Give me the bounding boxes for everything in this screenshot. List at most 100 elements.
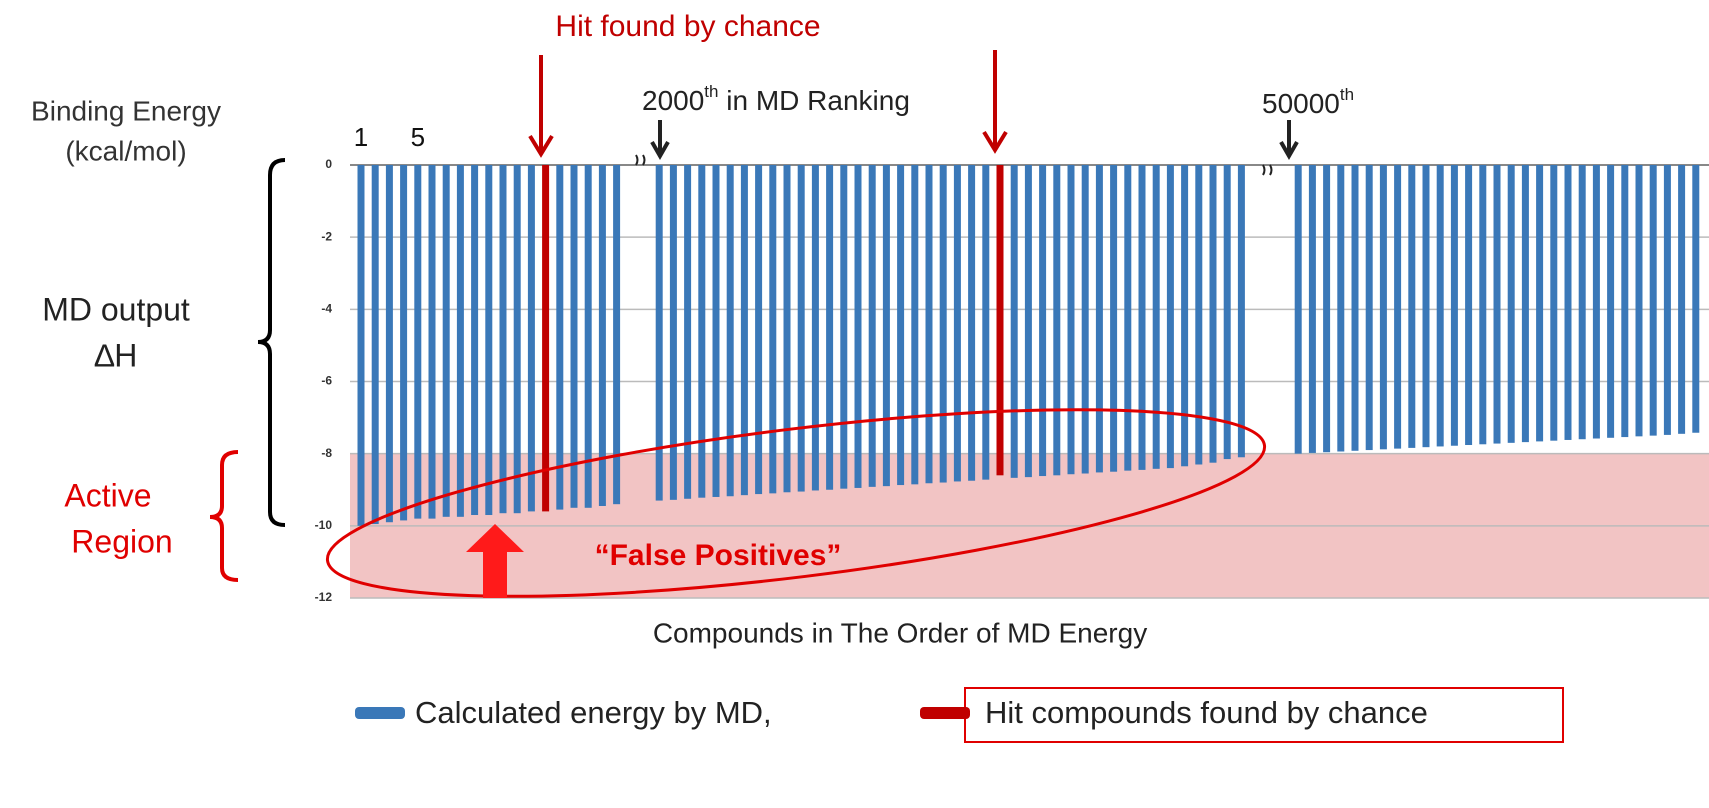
bar <box>669 165 677 500</box>
legend-swatch <box>920 707 970 719</box>
bar <box>385 165 393 523</box>
arrow <box>982 50 1008 154</box>
bar <box>371 165 379 525</box>
bar <box>797 165 805 492</box>
bar <box>1479 165 1487 445</box>
bar <box>442 165 450 517</box>
annotation: Region <box>71 523 172 559</box>
bar <box>939 165 947 483</box>
bar <box>1408 165 1416 448</box>
bar <box>1379 165 1387 450</box>
annotation: “False Positives” <box>595 539 842 572</box>
y-tick-label: 0 <box>325 157 332 171</box>
bar <box>996 165 1004 476</box>
annotation: th <box>704 82 718 101</box>
bar <box>1578 165 1586 440</box>
x-axis-label: Compounds in The Order of MD Energy <box>653 617 1147 648</box>
y-tick-label: -12 <box>315 590 333 604</box>
arrow <box>466 524 524 598</box>
bar <box>499 165 507 514</box>
annotation: Hit found by chance <box>555 10 820 43</box>
bar <box>968 165 976 481</box>
axis-break <box>635 154 1273 176</box>
y-axis-label: Binding Energy <box>31 95 221 126</box>
bar <box>456 165 464 517</box>
bar <box>1237 165 1245 458</box>
y-axis-label: (kcal/mol) <box>65 135 186 166</box>
bar <box>1592 165 1600 439</box>
bar <box>769 165 777 494</box>
arrow <box>1279 120 1299 161</box>
bar <box>726 165 734 497</box>
y-tick-label: -8 <box>321 446 332 460</box>
bar <box>1663 165 1671 435</box>
annotation: 2000 <box>642 85 704 116</box>
bar <box>1010 165 1018 478</box>
bar <box>755 165 763 495</box>
bar <box>811 165 819 491</box>
y-tick-label: -6 <box>321 374 332 388</box>
bar <box>1394 165 1402 449</box>
annotation: ∆H <box>95 337 138 373</box>
bar <box>1564 165 1572 440</box>
annotation: MD output <box>42 291 190 327</box>
bar <box>882 165 890 487</box>
bar <box>655 165 663 501</box>
bar <box>925 165 933 484</box>
bar <box>1181 165 1189 467</box>
bar <box>1294 165 1302 454</box>
bar <box>1450 165 1458 446</box>
bar <box>1465 165 1473 446</box>
bar <box>1308 165 1316 453</box>
bar <box>1365 165 1373 451</box>
legend-label: Hit compounds found by chance <box>985 695 1428 730</box>
bar <box>1039 165 1047 477</box>
legend-swatch <box>355 707 405 719</box>
bar <box>698 165 706 498</box>
y-tick-label: -10 <box>315 518 333 532</box>
bar <box>1195 165 1203 465</box>
annotation: 50000 <box>1262 88 1340 119</box>
bar <box>1692 165 1700 433</box>
bar <box>1536 165 1544 442</box>
annotation: 50000th <box>1262 85 1354 119</box>
bar <box>513 165 521 514</box>
bar <box>584 165 592 508</box>
bar <box>1067 165 1075 475</box>
bar <box>712 165 720 497</box>
bar <box>1138 165 1146 470</box>
bar <box>1351 165 1359 451</box>
bar <box>400 165 408 521</box>
annotation: th <box>1340 85 1354 104</box>
bar <box>1209 165 1217 463</box>
y-tick-label: -2 <box>321 229 332 243</box>
bar <box>1166 165 1174 469</box>
bar <box>1152 165 1160 469</box>
bar <box>1436 165 1444 447</box>
bar <box>1053 165 1061 476</box>
bar <box>1550 165 1558 441</box>
annotation: in MD Ranking <box>718 85 909 116</box>
bar <box>542 165 550 512</box>
bar <box>1621 165 1629 438</box>
bar <box>1635 165 1643 437</box>
annotation: 2000th in MD Ranking <box>642 82 910 116</box>
bar <box>1649 165 1657 436</box>
bar <box>1521 165 1529 443</box>
ellipse <box>325 408 1267 598</box>
bar <box>684 165 692 499</box>
bar <box>982 165 990 480</box>
bar <box>783 165 791 493</box>
x-tick-label: 1 <box>354 122 368 152</box>
annotation: Active <box>64 477 151 513</box>
bar <box>428 165 436 519</box>
bar <box>598 165 606 506</box>
bar <box>570 165 578 508</box>
bar <box>357 165 365 526</box>
x-tick-label: 5 <box>411 122 425 152</box>
bar <box>911 165 919 485</box>
bar <box>1024 165 1032 478</box>
bar <box>471 165 479 516</box>
